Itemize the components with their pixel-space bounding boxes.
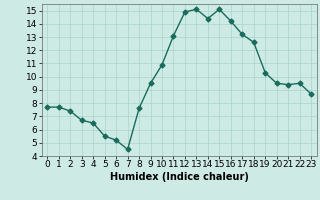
X-axis label: Humidex (Indice chaleur): Humidex (Indice chaleur) bbox=[110, 172, 249, 182]
